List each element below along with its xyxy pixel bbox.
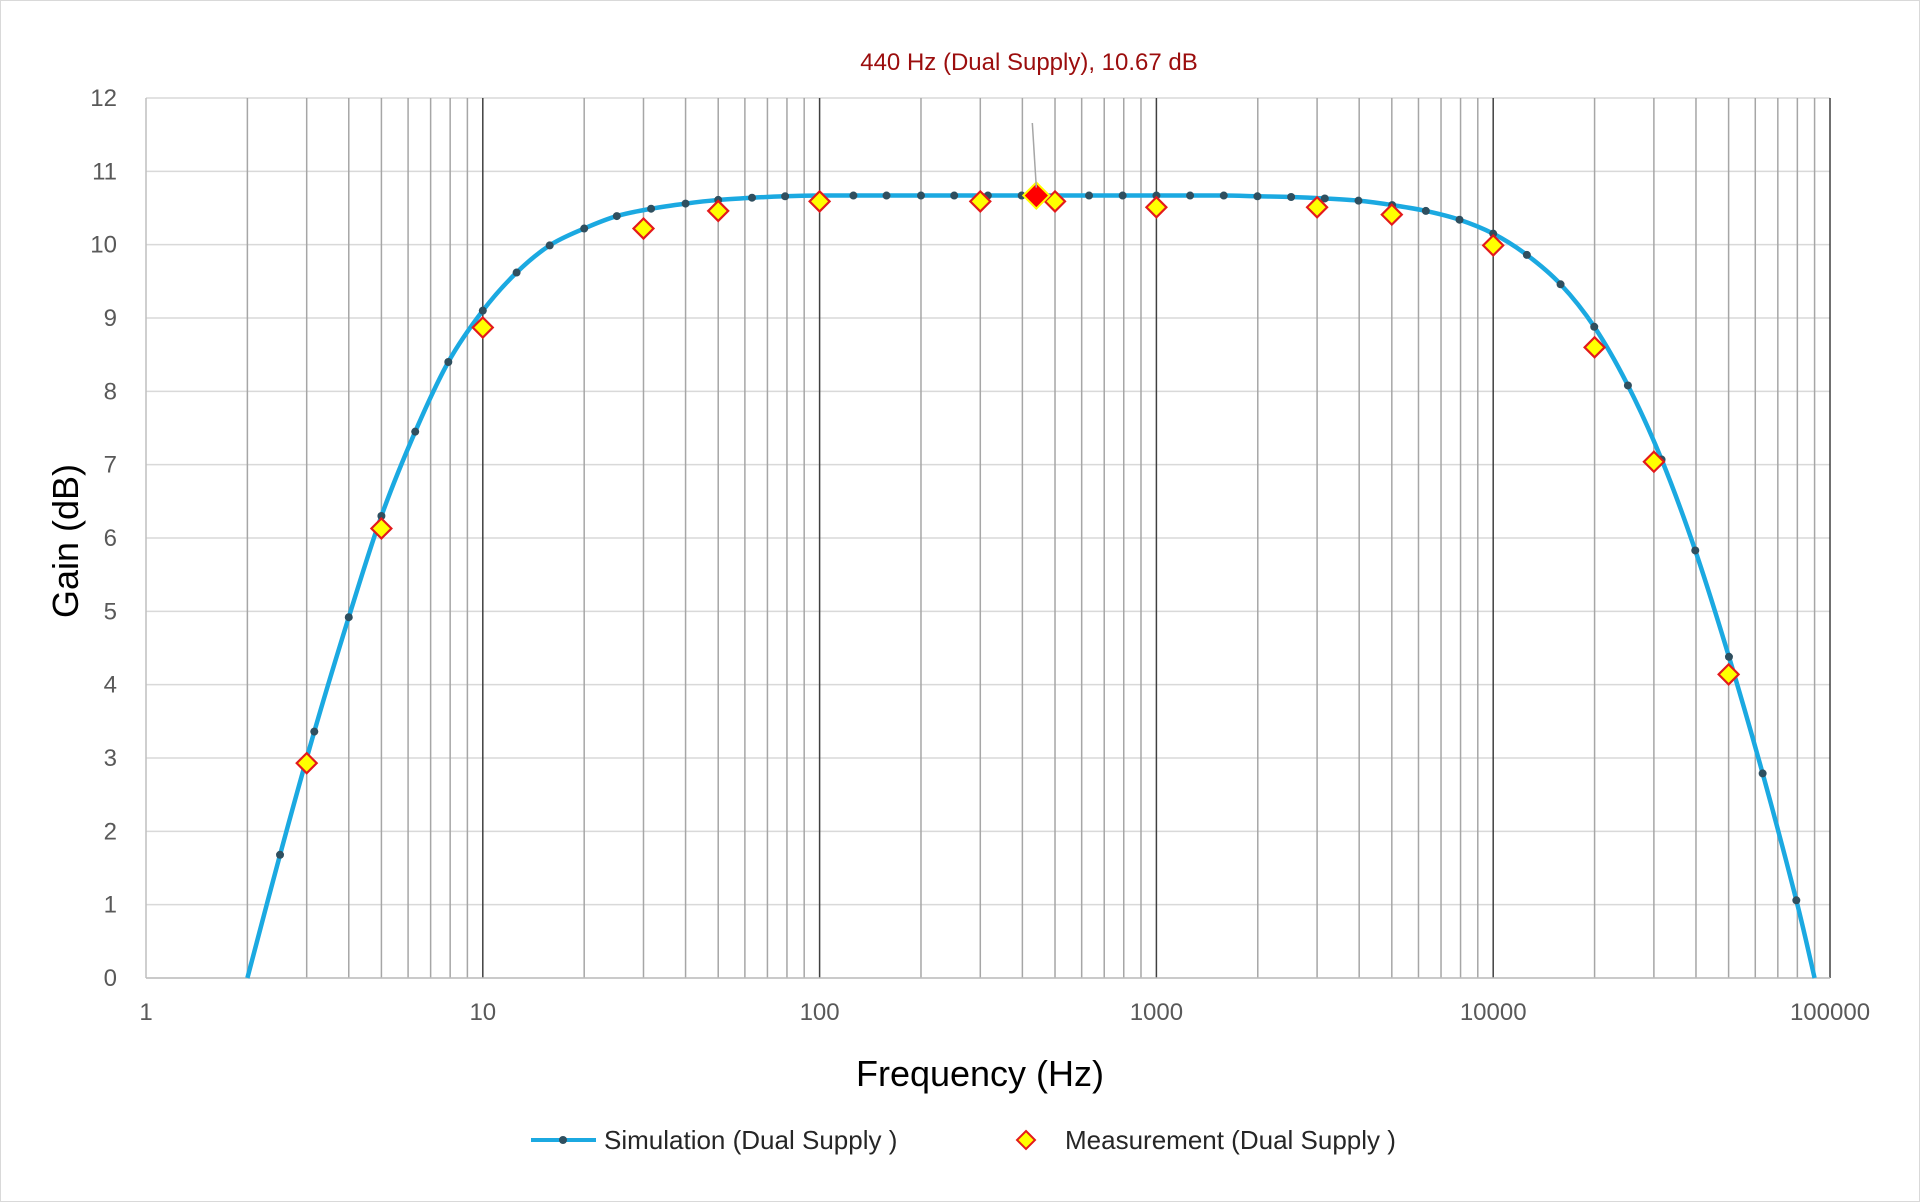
simulation-point: [1354, 196, 1363, 205]
simulation-point: [1085, 191, 1094, 200]
measurement-point: [1481, 233, 1505, 257]
legend-item-measurement: Measurement (Dual Supply ): [1015, 1125, 1396, 1155]
x-tick-label: 100000: [1790, 999, 1870, 1026]
simulation-point: [1489, 229, 1498, 238]
simulation-point: [1253, 192, 1262, 201]
simulation-point: [882, 191, 891, 200]
measurement-point: [1380, 203, 1404, 227]
y-tick-label: 8: [104, 378, 117, 405]
simulation-point: [444, 358, 453, 366]
y-tick-label: 5: [104, 598, 117, 625]
measurement-point: [1144, 195, 1168, 219]
simulation-point: [377, 512, 386, 520]
simulation-point: [1421, 206, 1430, 215]
measurement-point: [295, 751, 319, 775]
simulation-point: [276, 850, 285, 859]
legend-simulation-label: Simulation (Dual Supply ): [604, 1125, 897, 1155]
simulation-point: [1724, 652, 1733, 661]
legend-measurement-marker: [1015, 1129, 1037, 1151]
simulation-point: [1590, 322, 1599, 331]
measurement-point: [808, 189, 832, 213]
x-tick-label: 10000: [1460, 999, 1527, 1026]
simulation-point: [1455, 215, 1464, 224]
measurement-point: [369, 516, 393, 541]
simulation-point: [344, 613, 353, 622]
x-tick-label: 100: [800, 999, 840, 1026]
simulation-point: [310, 727, 319, 736]
measurement-point: [1043, 189, 1067, 213]
measurement-point: [631, 216, 656, 241]
measurement-point: [706, 199, 730, 223]
simulation-point: [950, 191, 959, 200]
simulation-point: [612, 212, 621, 221]
simulation-point: [1691, 546, 1700, 555]
measurement-point: [1642, 450, 1666, 474]
simulation-point: [512, 268, 521, 277]
simulation-point: [681, 199, 690, 208]
x-axis-title: Frequency (Hz): [856, 1053, 1104, 1094]
simulation-point: [1152, 191, 1161, 200]
simulation-point: [781, 192, 790, 201]
simulation-point: [1017, 191, 1026, 200]
simulation-point: [849, 191, 858, 200]
measurement-point: [471, 315, 495, 340]
x-axis-ticks: 1 10 100 1000 10000 100000: [139, 999, 1870, 1026]
measurement-point: [1305, 195, 1329, 219]
simulation-point: [916, 191, 925, 200]
y-tick-label: 9: [104, 305, 117, 332]
simulation-point: [545, 241, 554, 250]
simulation-point: [748, 193, 757, 202]
simulation-point: [1186, 191, 1195, 200]
y-tick-label: 7: [104, 452, 117, 479]
y-tick-label: 1: [104, 892, 117, 919]
x-tick-label: 1: [139, 999, 152, 1026]
legend-simulation-marker: [559, 1136, 567, 1144]
measurement-point: [1717, 662, 1741, 686]
simulation-point: [1118, 191, 1127, 200]
simulation-point: [1287, 193, 1296, 201]
simulation-point: [1522, 250, 1531, 259]
highlighted-point: [1021, 181, 1051, 210]
simulation-point: [1792, 896, 1801, 905]
y-tick-label: 11: [92, 158, 117, 185]
simulation-point: [1320, 194, 1329, 203]
annotation-label: 440 Hz (Dual Supply), 10.67 dB: [860, 49, 1198, 76]
y-tick-label: 12: [90, 85, 117, 112]
y-tick-label: 3: [104, 745, 117, 772]
y-tick-label: 4: [104, 672, 117, 699]
y-tick-label: 10: [90, 232, 117, 259]
simulation-point: [411, 427, 420, 436]
simulation-point: [1556, 280, 1565, 289]
annotation-leader-line: [1031, 122, 1038, 188]
simulation-point: [1623, 381, 1632, 390]
simulation-point: [647, 204, 656, 213]
legend-measurement-label: Measurement (Dual Supply ): [1065, 1125, 1396, 1155]
measurement-point: [968, 189, 992, 213]
legend-item-simulation: Simulation (Dual Supply ): [531, 1125, 897, 1155]
x-tick-label: 1000: [1130, 999, 1183, 1026]
grid: [145, 97, 1831, 979]
simulation-point: [580, 224, 589, 233]
simulation-point: [1758, 769, 1767, 778]
y-axis-title: Gain (dB): [45, 464, 86, 618]
measurement-series: [295, 181, 1741, 775]
legend: Simulation (Dual Supply ) Measurement (D…: [531, 1125, 1396, 1155]
simulation-point: [478, 306, 487, 315]
measurement-point: [1583, 335, 1607, 359]
y-tick-label: 2: [104, 818, 117, 845]
y-tick-label: 0: [104, 965, 117, 992]
y-tick-label: 6: [104, 525, 117, 552]
simulation-point: [1219, 191, 1228, 200]
annotation: 440 Hz (Dual Supply), 10.67 dB: [860, 49, 1198, 188]
x-tick-label: 10: [469, 999, 496, 1026]
